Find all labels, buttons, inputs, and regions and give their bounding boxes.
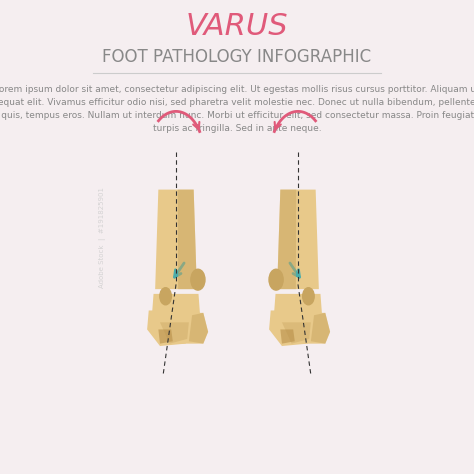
Polygon shape [158, 329, 173, 344]
Polygon shape [274, 294, 322, 315]
Polygon shape [269, 310, 314, 346]
Polygon shape [163, 313, 208, 344]
Polygon shape [280, 329, 295, 344]
Text: Lorem ipsum dolor sit amet, consectetur adipiscing elit. Ut egestas mollis risus: Lorem ipsum dolor sit amet, consectetur … [0, 85, 474, 133]
Polygon shape [147, 310, 192, 346]
Polygon shape [311, 313, 330, 344]
Text: VARUS: VARUS [186, 11, 288, 41]
Circle shape [191, 269, 205, 290]
Polygon shape [189, 313, 208, 344]
Circle shape [160, 288, 172, 305]
Polygon shape [285, 313, 330, 344]
Polygon shape [160, 322, 189, 344]
Circle shape [269, 269, 283, 290]
Polygon shape [155, 190, 197, 289]
Text: Adobe Stock  |  #191825901: Adobe Stock | #191825901 [99, 186, 106, 288]
Polygon shape [178, 190, 197, 289]
Polygon shape [152, 294, 200, 315]
Polygon shape [277, 190, 319, 289]
Polygon shape [282, 322, 311, 344]
Circle shape [302, 288, 314, 305]
Polygon shape [277, 190, 296, 289]
Text: FOOT PATHOLOGY INFOGRAPHIC: FOOT PATHOLOGY INFOGRAPHIC [102, 48, 372, 66]
